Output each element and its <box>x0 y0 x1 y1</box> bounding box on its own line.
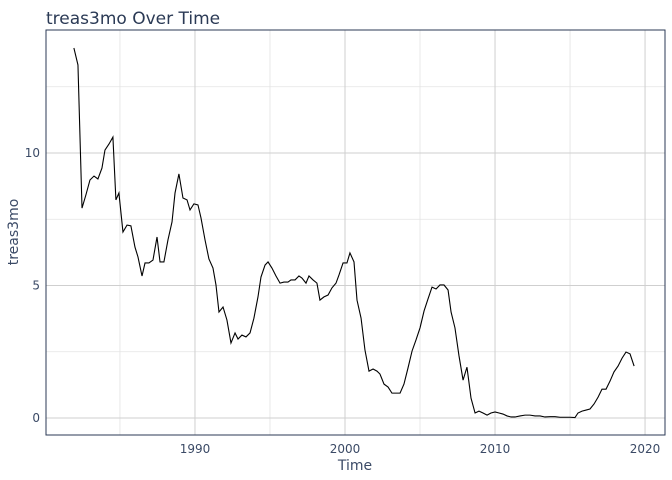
x-tick-label: 1990 <box>180 442 211 456</box>
chart-title: treas3mo Over Time <box>46 9 220 29</box>
x-axis-title: Time <box>337 458 372 474</box>
y-tick-label: 10 <box>25 146 40 160</box>
y-axis-title: treas3mo <box>6 199 22 266</box>
panel-border <box>45 29 666 436</box>
y-tick-label: 5 <box>32 279 40 293</box>
x-tick-label: 2000 <box>330 442 361 456</box>
data-line <box>73 47 635 419</box>
x-tick-label: 2010 <box>480 442 511 456</box>
y-tick-label: 0 <box>32 411 40 425</box>
x-tick-label: 2020 <box>630 442 661 456</box>
